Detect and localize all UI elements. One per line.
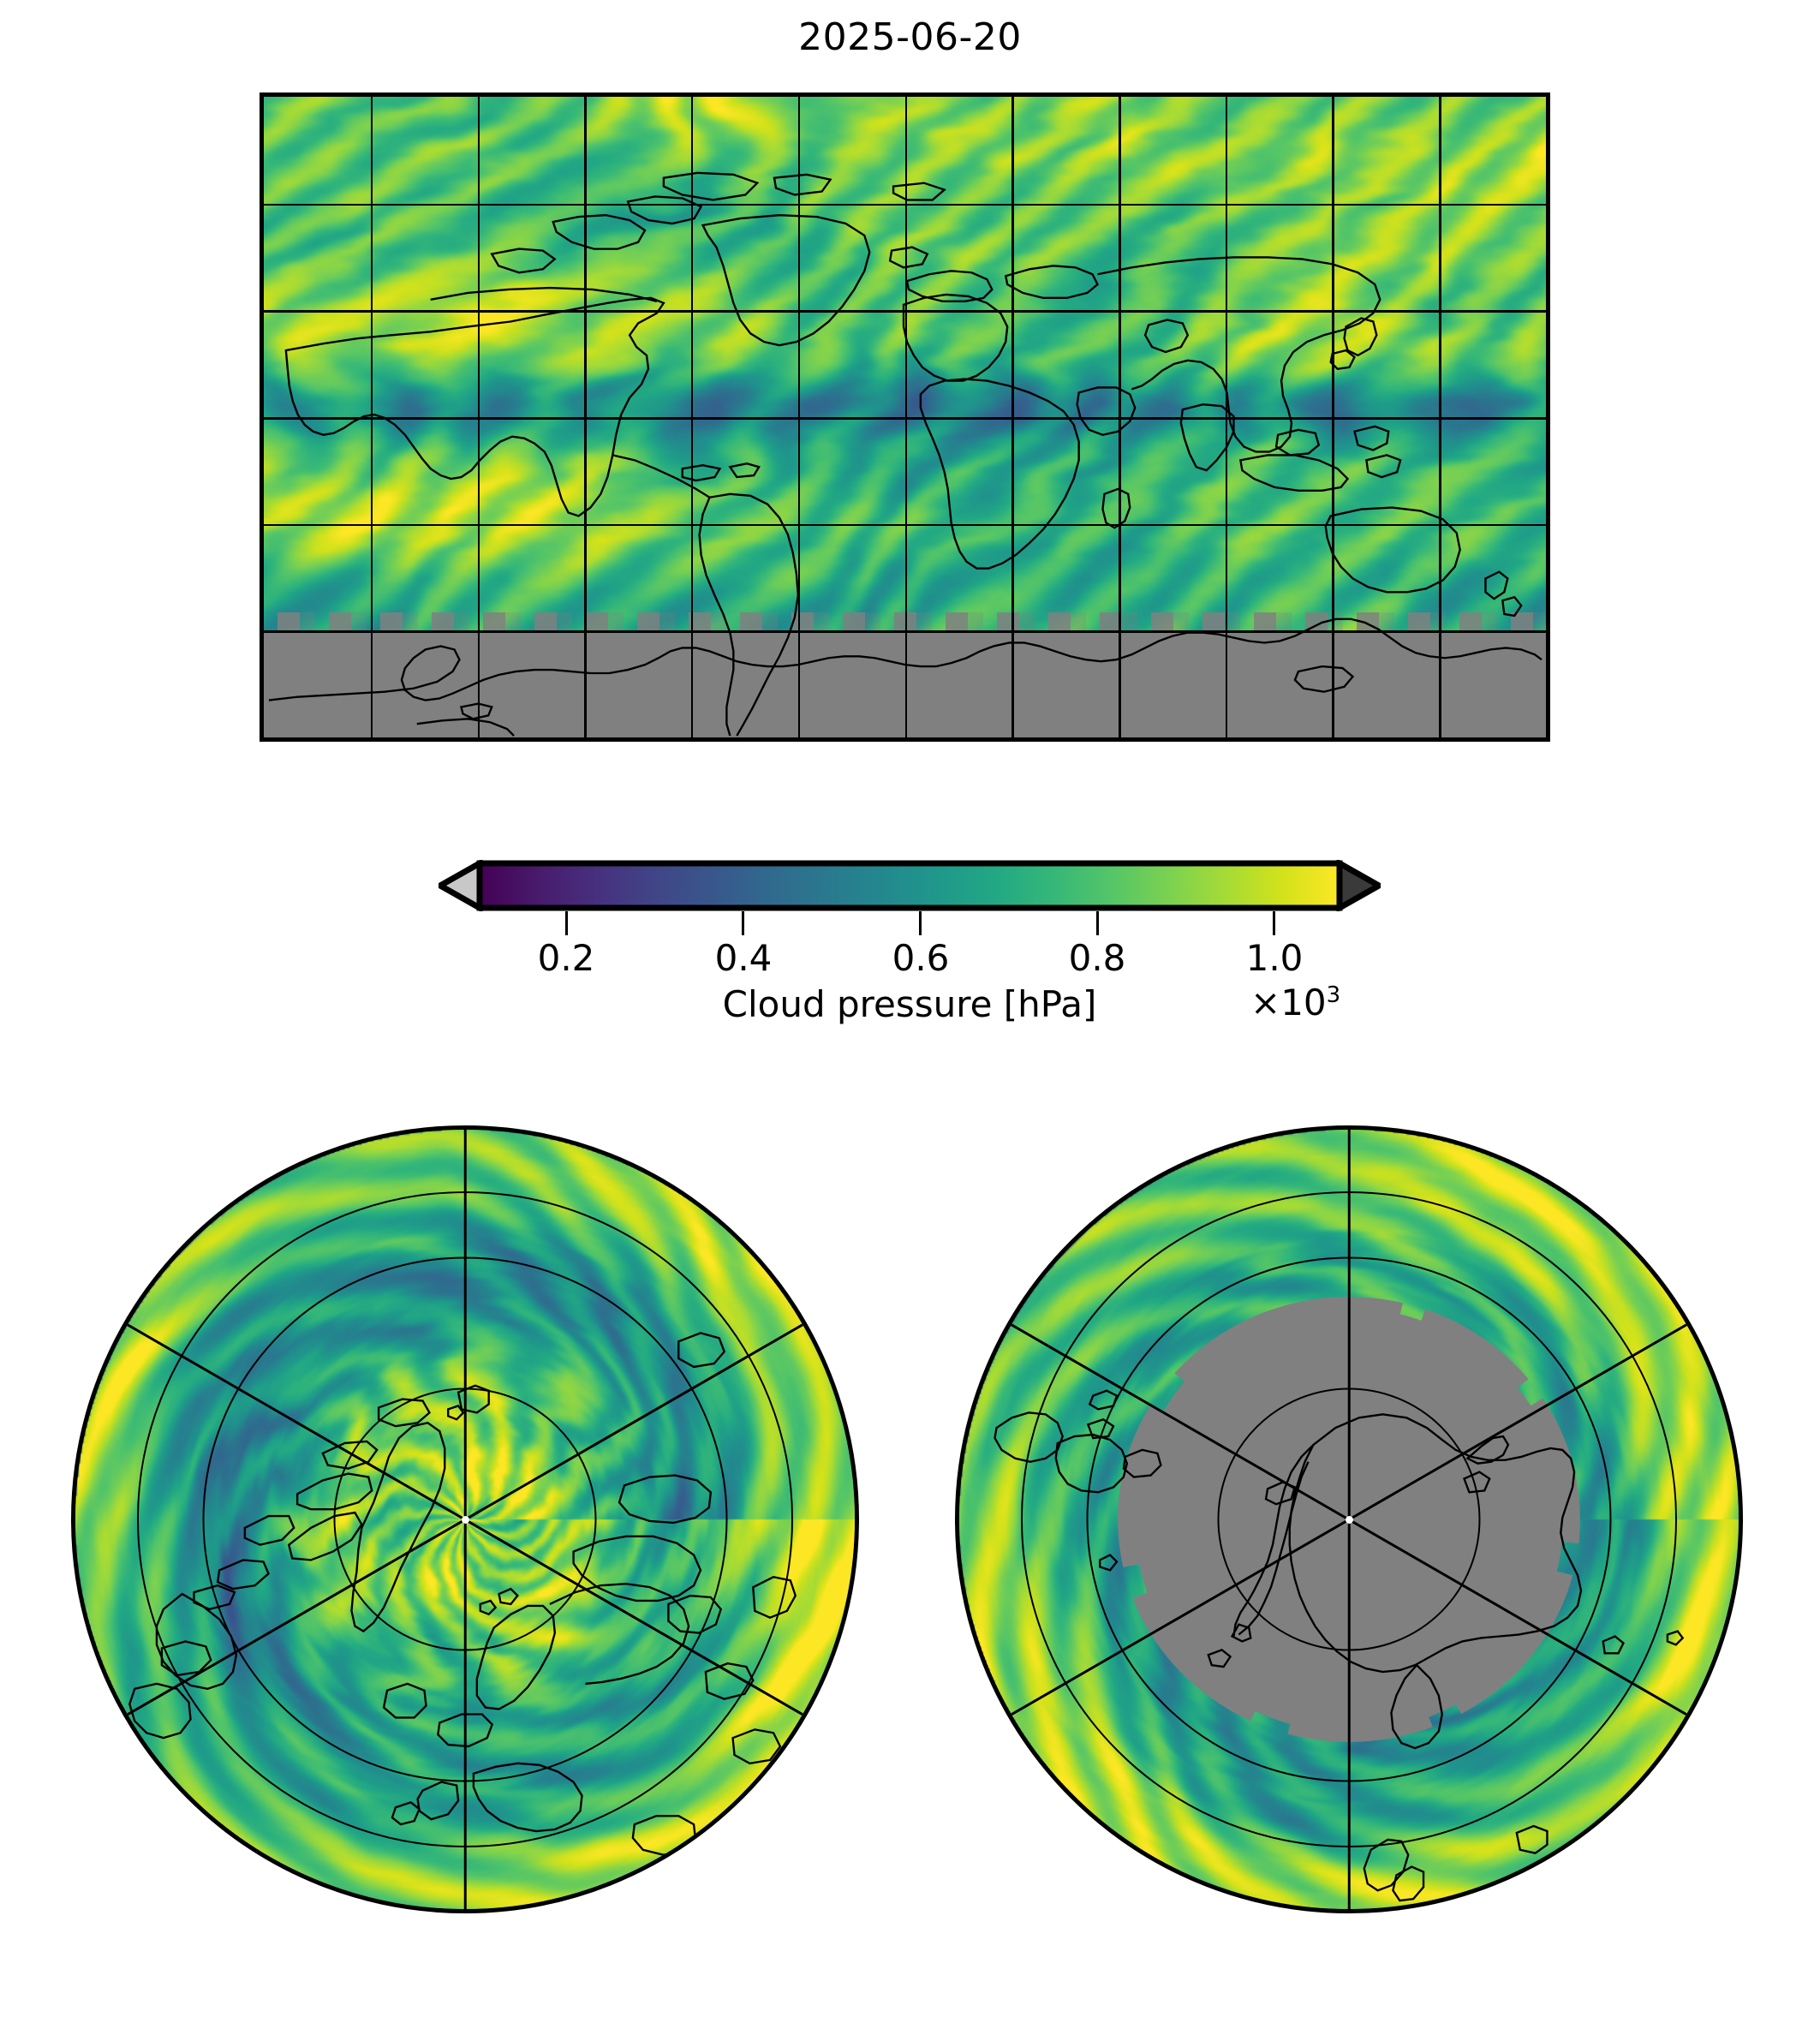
south-polar-map-panel[interactable] xyxy=(955,1125,1743,1913)
colorbar-ticklabel-2: 0.6 xyxy=(892,937,950,979)
colorbar-ticklabel-3: 0.8 xyxy=(1068,937,1126,979)
gridline-lon-150e xyxy=(1439,97,1441,737)
colorbar-tick-4 xyxy=(1273,911,1275,935)
gridline-lon-30w xyxy=(797,97,801,737)
colorbar-ticklabel-1: 0.4 xyxy=(714,937,773,979)
south-pole-marker xyxy=(1345,1515,1353,1524)
gridline-lon-90w xyxy=(584,97,587,737)
page-title: 2025-06-20 xyxy=(798,15,1022,59)
colorbar-extend-under-arrow xyxy=(439,860,483,911)
gridline-lon-150w xyxy=(370,97,373,737)
colorbar-tick-1 xyxy=(742,911,744,935)
gridline-lon-90e xyxy=(1225,97,1228,737)
global-map-panel[interactable] xyxy=(260,92,1550,742)
north-polar-map-panel[interactable] xyxy=(71,1125,859,1913)
colorbar-ticklabel-4: 1.0 xyxy=(1245,937,1304,979)
gridline-lon-60e xyxy=(1119,97,1121,737)
north-pole-marker xyxy=(461,1515,469,1524)
colorbar-axis-label: Cloud pressure [hPa] xyxy=(722,983,1097,1025)
colorbar-tick-3 xyxy=(1096,911,1099,935)
colorbar-tick-labels: 0.2 0.4 0.6 0.8 1.0 xyxy=(0,937,1820,980)
gridline-lon-0 xyxy=(904,97,907,737)
colorbar-tick-0 xyxy=(565,911,568,935)
colorbar-gradient-bar[interactable] xyxy=(439,860,1381,911)
gridline-lon-120w xyxy=(477,97,480,737)
colorbar-offset-exponent: 3 xyxy=(1326,982,1341,1008)
colorbar-offset-text: ×103 xyxy=(1250,982,1340,1023)
colorbar-ticklabel-0: 0.2 xyxy=(537,937,595,979)
colorbar-offset-mantissa: ×10 xyxy=(1250,982,1327,1023)
colorbar-tick-2 xyxy=(919,911,922,935)
colorbar[interactable]: 0.2 0.4 0.6 0.8 1.0 Cloud pressure [hPa]… xyxy=(0,848,1820,1032)
colorbar-extend-over-arrow xyxy=(1336,860,1381,911)
gridline-lon-30e xyxy=(1011,97,1014,737)
colorbar-ticks xyxy=(0,911,1820,937)
gridline-lon-120e xyxy=(1332,97,1334,737)
gridline-lon-60w xyxy=(690,97,694,737)
